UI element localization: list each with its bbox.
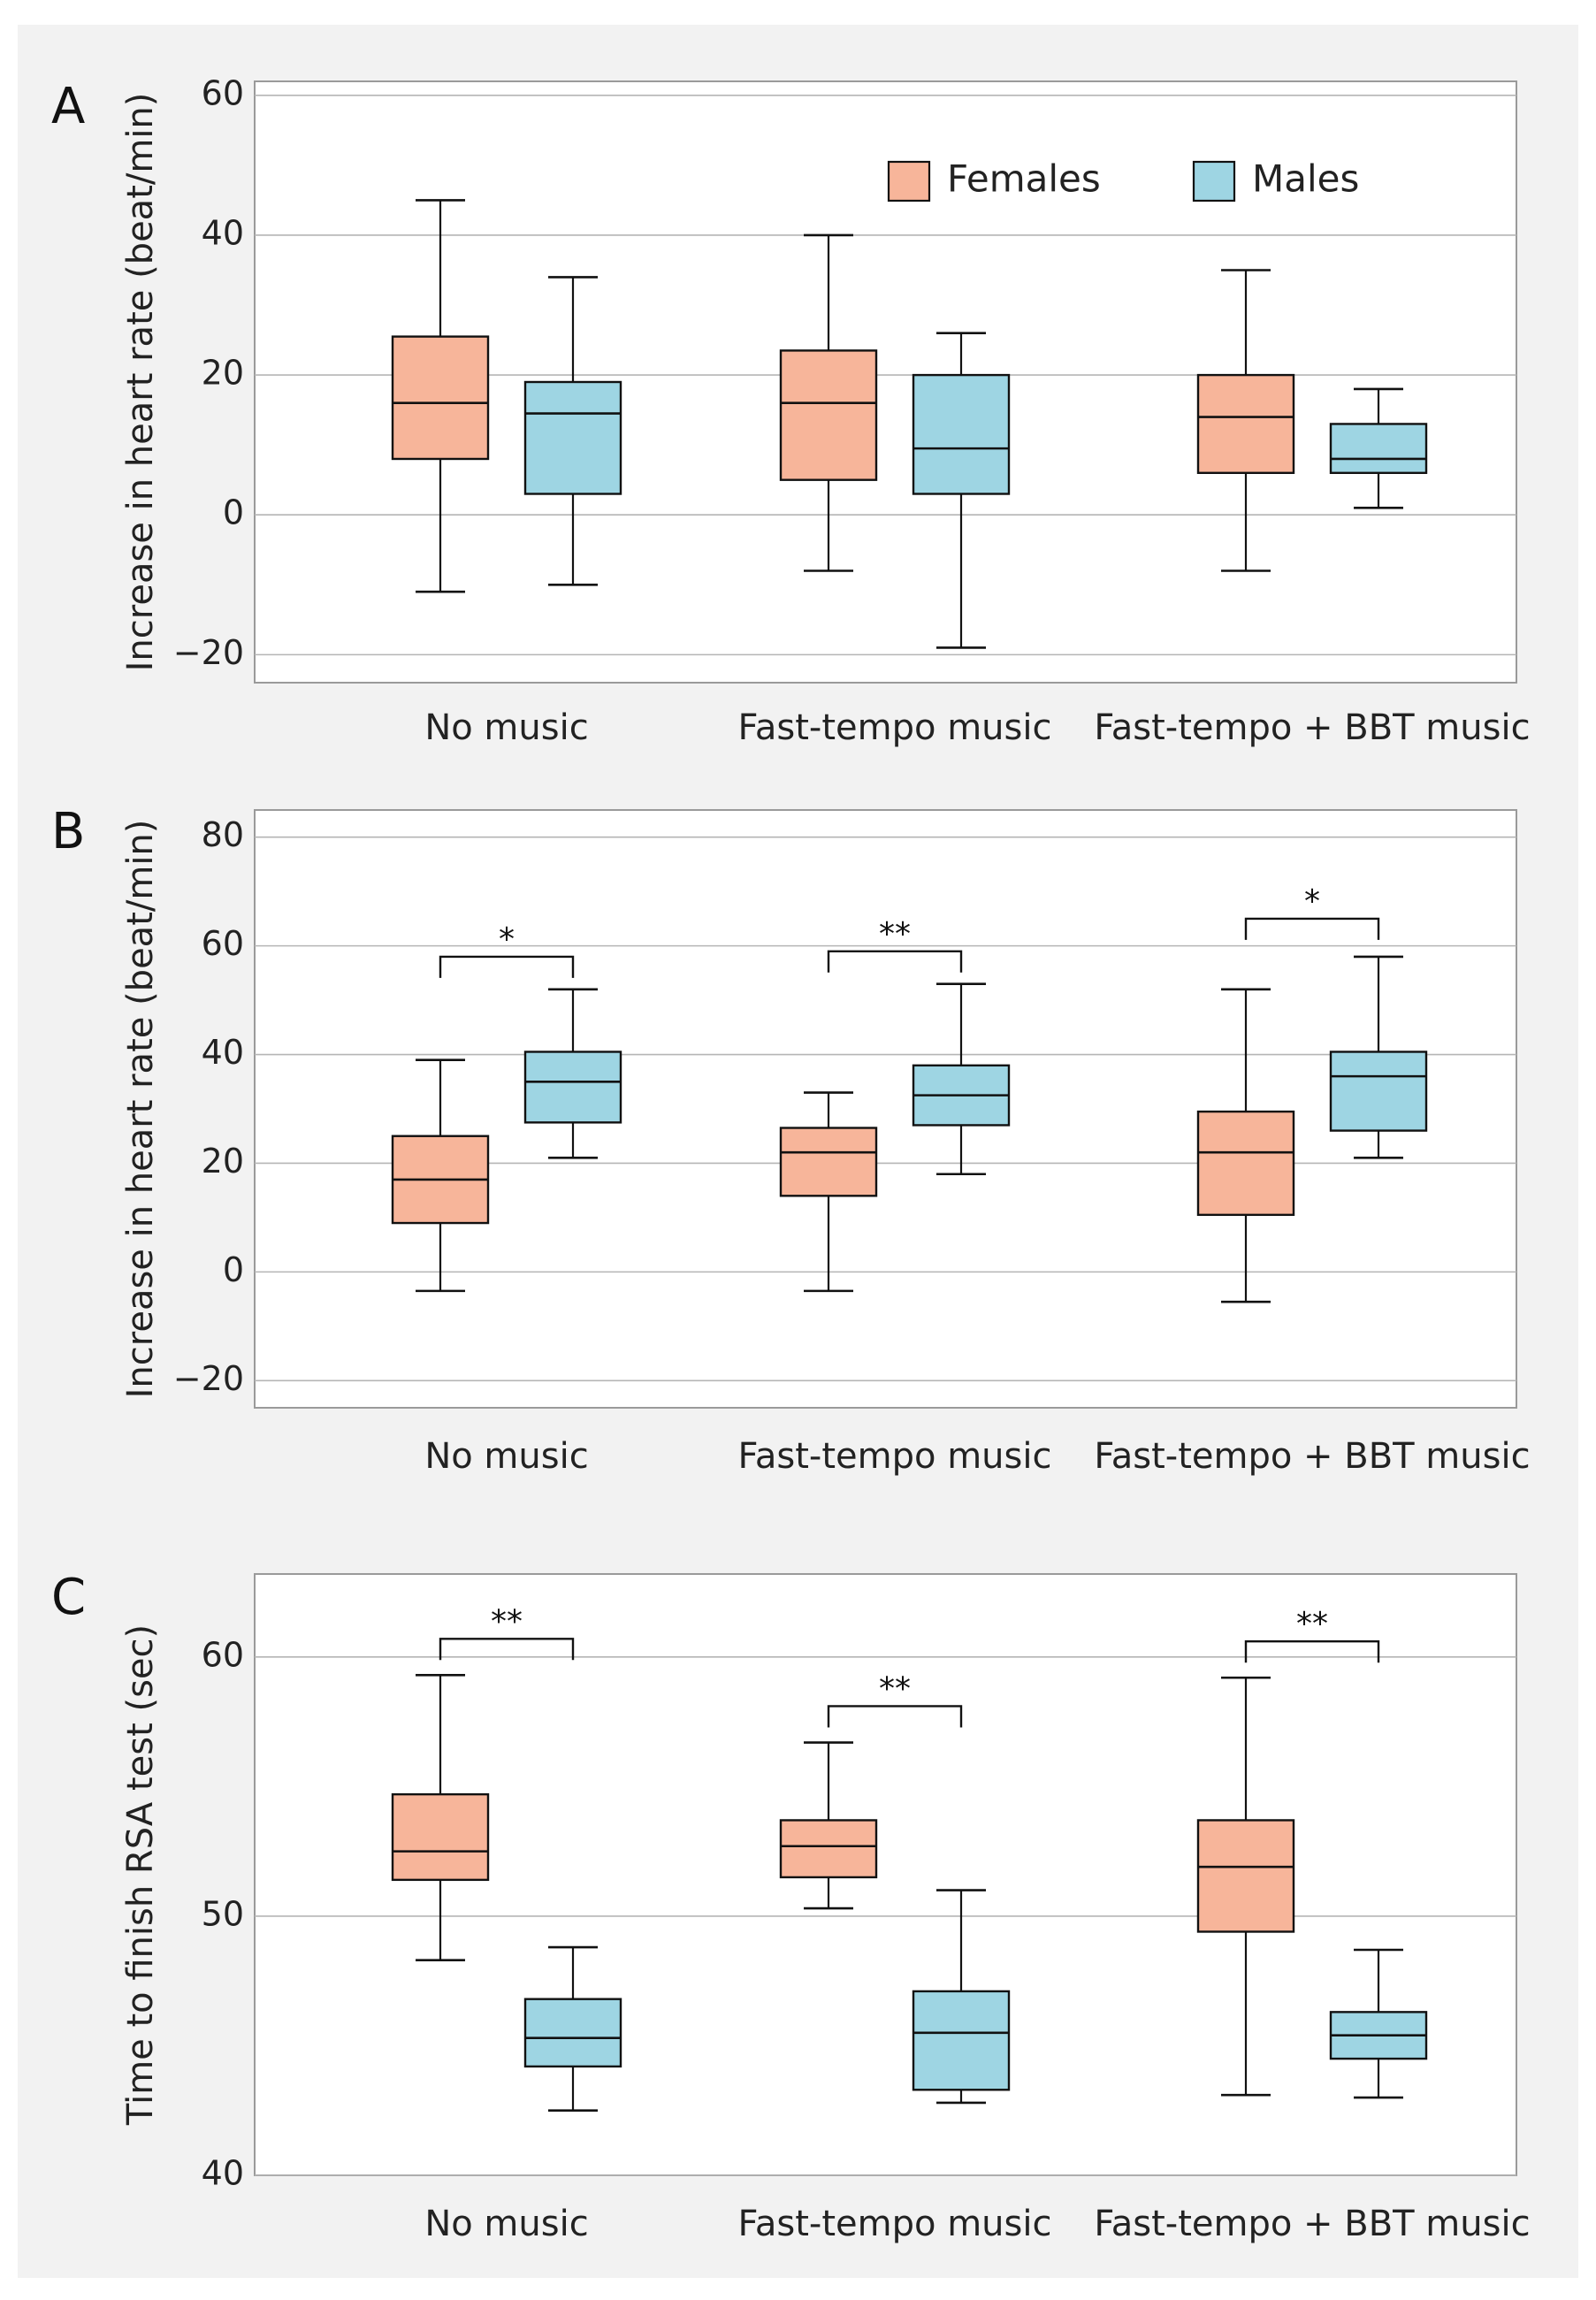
iqr-box [779,349,878,481]
iqr-box [779,1819,878,1879]
box-females-3 [1196,988,1295,1303]
y-tick-label: 40 [202,213,244,252]
significance-label: ** [879,1670,911,1707]
iqr-box [779,1127,878,1197]
category-label: No music [424,2204,588,2244]
significance-bracket [1244,917,1380,940]
y-tick-label: 50 [202,1894,244,1933]
category-label: Fast-tempo + BBT music [1094,1436,1530,1477]
category-label: No music [424,1436,588,1477]
box-females-2 [779,1091,878,1293]
figure: A −20 0 20 40 60 Increase in heart rate (beat/… [18,25,1578,2278]
category-label: Fast-tempo + BBT music [1094,707,1530,748]
iqr-box [1329,423,1428,474]
category-label: Fast-tempo music [738,707,1052,748]
legend-swatch-males [1192,160,1236,202]
legend: Females Males [887,157,1359,202]
box-males-1 [523,1945,622,2113]
y-tick-label: 40 [202,1033,244,1072]
box-females-2 [779,233,878,572]
y-axis-label: Time to finish RSA test (sec) [120,1624,161,2126]
iqr-box [523,1998,622,2068]
box-males-3 [1329,955,1428,1159]
y-tick-label: 80 [202,815,244,854]
box-females-1 [391,1674,490,1962]
panel-c: C 40 50 60 Time to finish RSA test (sec) No m… [51,1569,1531,2244]
iqr-box [523,380,622,495]
panel-letter: B [51,803,85,860]
y-tick-label: 0 [223,493,244,532]
y-tick-label: 60 [202,1635,244,1674]
significance-label: * [499,921,515,958]
box-males-1 [523,988,622,1159]
y-tick-label: 40 [202,2154,244,2193]
significance-bracket [439,955,575,978]
box-females-1 [391,1058,490,1293]
significance-label: * [1304,883,1320,920]
legend-label-females: Females [947,157,1101,201]
box-males-3 [1329,387,1428,509]
panel-b: B −20 0 20 40 60 80 Increase in heart rate (bea… [51,803,1531,1477]
category-label: No music [424,707,588,748]
iqr-box [912,1990,1011,2091]
box-females-1 [391,199,490,593]
y-axis-label: Increase in heart rate (beat/min) [120,93,161,672]
box-females-3 [1196,269,1295,572]
box-females-3 [1196,1676,1295,2097]
iqr-box [391,335,490,461]
category-label: Fast-tempo music [738,1436,1052,1477]
y-tick-label: 60 [202,73,244,112]
significance-label: ** [491,1603,523,1639]
box-males-2 [912,332,1011,649]
legend-swatch-females [887,160,931,202]
y-tick-label: 0 [223,1250,244,1289]
iqr-box [1329,1051,1428,1132]
box-males-3 [1329,1948,1428,2099]
plot-area [254,809,1517,1409]
legend-label-males: Males [1252,157,1359,201]
box-males-2 [912,1889,1011,2105]
significance-label: ** [879,916,911,952]
iqr-box [1196,1819,1295,1933]
significance-bracket [439,1638,575,1661]
iqr-box [912,373,1011,495]
significance-bracket [827,950,963,973]
y-tick-label: −20 [173,1359,244,1398]
significance-bracket [827,1705,963,1728]
boxplot-figure: A −20 0 20 40 60 Increase in heart rate (beat/… [51,73,1531,2244]
y-tick-label: 20 [202,1142,244,1181]
significance-label: ** [1296,1606,1328,1642]
y-tick-label: 60 [202,924,244,963]
box-males-2 [912,982,1011,1176]
panel-letter: C [51,1569,86,1626]
panel-a: A −20 0 20 40 60 Increase in heart rate (beat/… [51,73,1531,748]
iqr-box [391,1792,490,1882]
box-females-2 [779,1741,878,1910]
significance-bracket [1244,1640,1380,1663]
iqr-box [523,1051,622,1124]
iqr-box [1196,1110,1295,1217]
y-axis-label: Increase in heart rate (beat/min) [120,820,161,1399]
category-label: Fast-tempo music [738,2204,1052,2244]
y-tick-label: −20 [173,633,244,672]
iqr-box [1196,373,1295,474]
box-males-1 [523,276,622,586]
y-tick-label: 20 [202,354,244,393]
category-label: Fast-tempo + BBT music [1094,2204,1530,2244]
panel-letter: A [51,78,85,135]
